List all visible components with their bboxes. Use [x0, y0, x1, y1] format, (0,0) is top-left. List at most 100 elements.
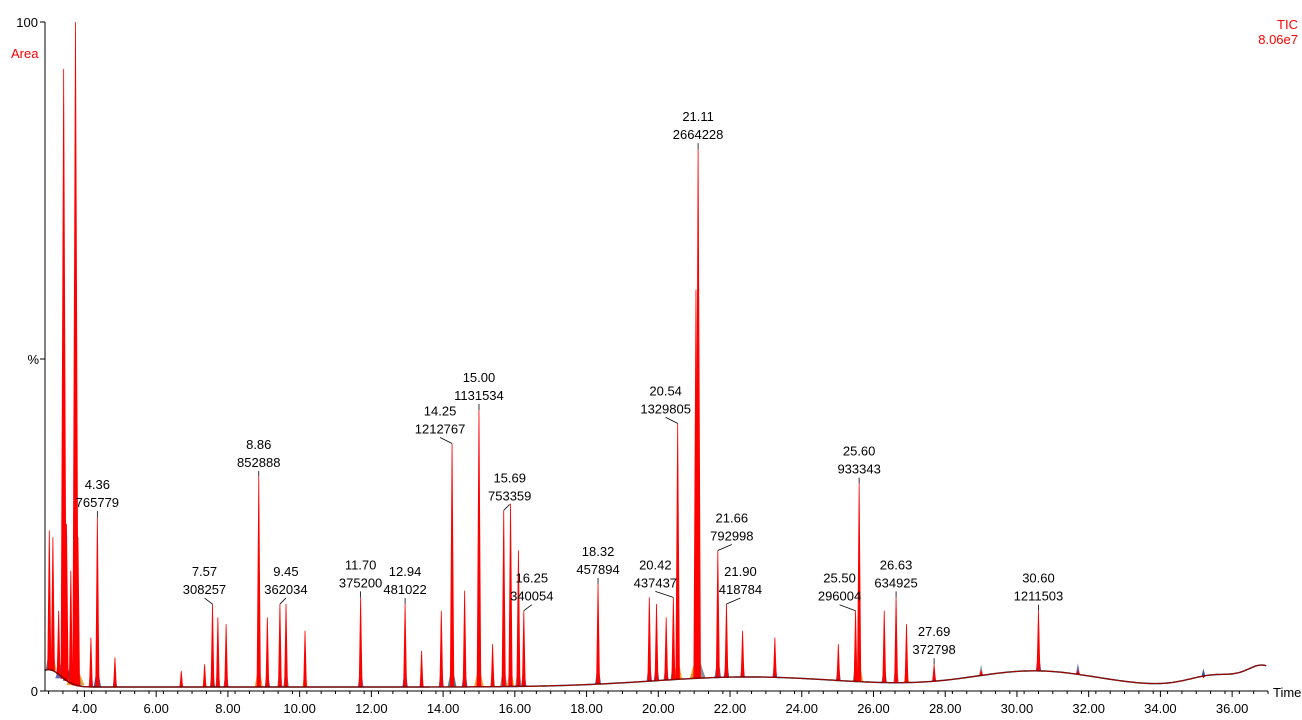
- peak-area-value: 852888: [237, 455, 280, 470]
- peak-retention-time: 25.50: [823, 571, 856, 586]
- axis-ticks: 4.00 6.00 8.00 10.00 12.00 14.00 16.00 18.00 20.…: [16, 15, 1269, 716]
- peak-label: 4.36 765779: [76, 477, 119, 518]
- x-tick-label: 6.00: [144, 701, 169, 716]
- peak-label: 25.60 933343: [837, 444, 881, 484]
- peak-line: [882, 610, 887, 683]
- x-tick-label: 20.00: [642, 701, 675, 716]
- peak-label: 8.86 852888: [237, 437, 280, 477]
- peak-area-fill: [1201, 668, 1206, 677]
- peak-area-value: 933343: [837, 462, 880, 477]
- peak-line: [521, 610, 526, 687]
- peak-area-value: 753359: [488, 488, 531, 503]
- y-axis-unit-label: %: [27, 352, 39, 367]
- peak-line: [836, 644, 841, 681]
- peak-leader-line: [839, 604, 856, 612]
- x-tick-label: 34.00: [1144, 701, 1177, 716]
- peak-area-value: 792998: [710, 529, 753, 544]
- peak-retention-time: 14.25: [424, 403, 457, 418]
- peak-label: 18.32 457894: [576, 544, 620, 584]
- x-tick-label: 30.00: [1001, 701, 1034, 716]
- peak-leader-line: [726, 597, 741, 605]
- peak-label: 11.70 375200: [339, 557, 382, 598]
- peak-retention-time: 18.32: [582, 544, 615, 559]
- peak-label: 27.69 372798: [912, 624, 956, 665]
- area-label: Area: [11, 46, 39, 61]
- peak-line: [284, 604, 288, 688]
- y-tick-label: 0: [31, 684, 38, 699]
- tic-trace: [44, 21, 1267, 688]
- peak-line: [773, 637, 777, 678]
- peak-retention-time: 20.54: [649, 383, 682, 398]
- peak-area-value: 457894: [576, 562, 619, 577]
- x-tick-label: 28.00: [929, 701, 962, 716]
- peak-line: [853, 610, 858, 682]
- peak-line: [224, 624, 228, 688]
- peak-label: 7.57 308257: [183, 564, 226, 605]
- peak-retention-time: 21.90: [724, 564, 757, 579]
- peak-area-value: 1131534: [454, 388, 504, 403]
- peak-line: [265, 617, 270, 688]
- y-tick-label: 100: [16, 15, 38, 30]
- peak-line: [501, 510, 506, 688]
- peak-line: [449, 443, 455, 688]
- peak-label: 14.25 1212767: [415, 403, 465, 444]
- peak-label: 25.50 296004: [818, 571, 861, 612]
- peak-retention-time: 21.11: [682, 109, 714, 124]
- peak-line: [857, 483, 862, 683]
- peak-area-value: 1211503: [1014, 589, 1064, 604]
- peak-area-value: 1329805: [640, 401, 691, 416]
- peak-retention-time: 21.66: [716, 511, 749, 526]
- peak-area-value: 308257: [183, 582, 226, 597]
- peak-retention-time: 30.60: [1022, 571, 1055, 586]
- peak-leader-line: [439, 437, 453, 444]
- x-tick-label: 22.00: [714, 701, 747, 716]
- peak-area-fill: [1075, 663, 1080, 675]
- peak-label: 9.45 362034: [264, 564, 308, 605]
- peak-line: [56, 610, 61, 675]
- peak-retention-time: 4.36: [85, 477, 110, 492]
- peak-area-value: 634925: [874, 575, 917, 590]
- peak-line: [89, 637, 93, 688]
- peak-line: [596, 583, 600, 685]
- x-tick-label: 32.00: [1072, 701, 1105, 716]
- peak-line: [654, 604, 659, 682]
- peak-retention-time: 12.94: [389, 564, 422, 579]
- x-tick-label: 16.00: [499, 701, 532, 716]
- peak-label: 16.25 340054: [510, 571, 553, 612]
- peak-label: 15.69 753359: [488, 470, 531, 511]
- x-tick-label: 26.00: [857, 701, 890, 716]
- peak-label: 30.60 1211503: [1014, 571, 1064, 611]
- peak-leader-line: [204, 597, 213, 605]
- peak-retention-time: 7.57: [192, 564, 217, 579]
- peak-leader-line: [523, 604, 533, 612]
- peak-retention-time: 15.69: [493, 470, 526, 485]
- peak-area-value: 362034: [264, 582, 307, 597]
- x-tick-label: 24.00: [785, 701, 818, 716]
- peak-leader-line: [665, 417, 678, 424]
- x-tick-label: 10.00: [283, 701, 316, 716]
- baseline-trace-red: [44, 664, 1267, 688]
- peak-line: [60, 68, 67, 679]
- peak-retention-time: 16.25: [516, 571, 549, 586]
- peak-retention-time: 25.60: [843, 444, 876, 459]
- peak-area-value: 340054: [510, 589, 553, 604]
- peak-leader-line: [717, 544, 732, 551]
- x-axis-unit-label: Time: [1273, 685, 1301, 700]
- peak-retention-time: 27.69: [918, 624, 951, 639]
- peak-line: [462, 590, 467, 688]
- x-tick-label: 18.00: [570, 701, 603, 716]
- x-tick-label: 4.00: [72, 701, 97, 716]
- peak-line: [202, 664, 207, 688]
- peak-line: [715, 550, 720, 678]
- peak-label: 15.00 1131534: [454, 370, 504, 411]
- peak-leader-line: [279, 597, 287, 605]
- peak-line: [303, 630, 307, 688]
- peak-line: [95, 517, 100, 688]
- axes: % Time: [27, 22, 1301, 700]
- x-tick-label: 36.00: [1216, 701, 1249, 716]
- peak-line: [278, 604, 282, 688]
- peak-label: 21.90 418784: [719, 564, 762, 605]
- peak-label: 21.11 2664228: [673, 109, 723, 150]
- peak-line: [47, 530, 52, 671]
